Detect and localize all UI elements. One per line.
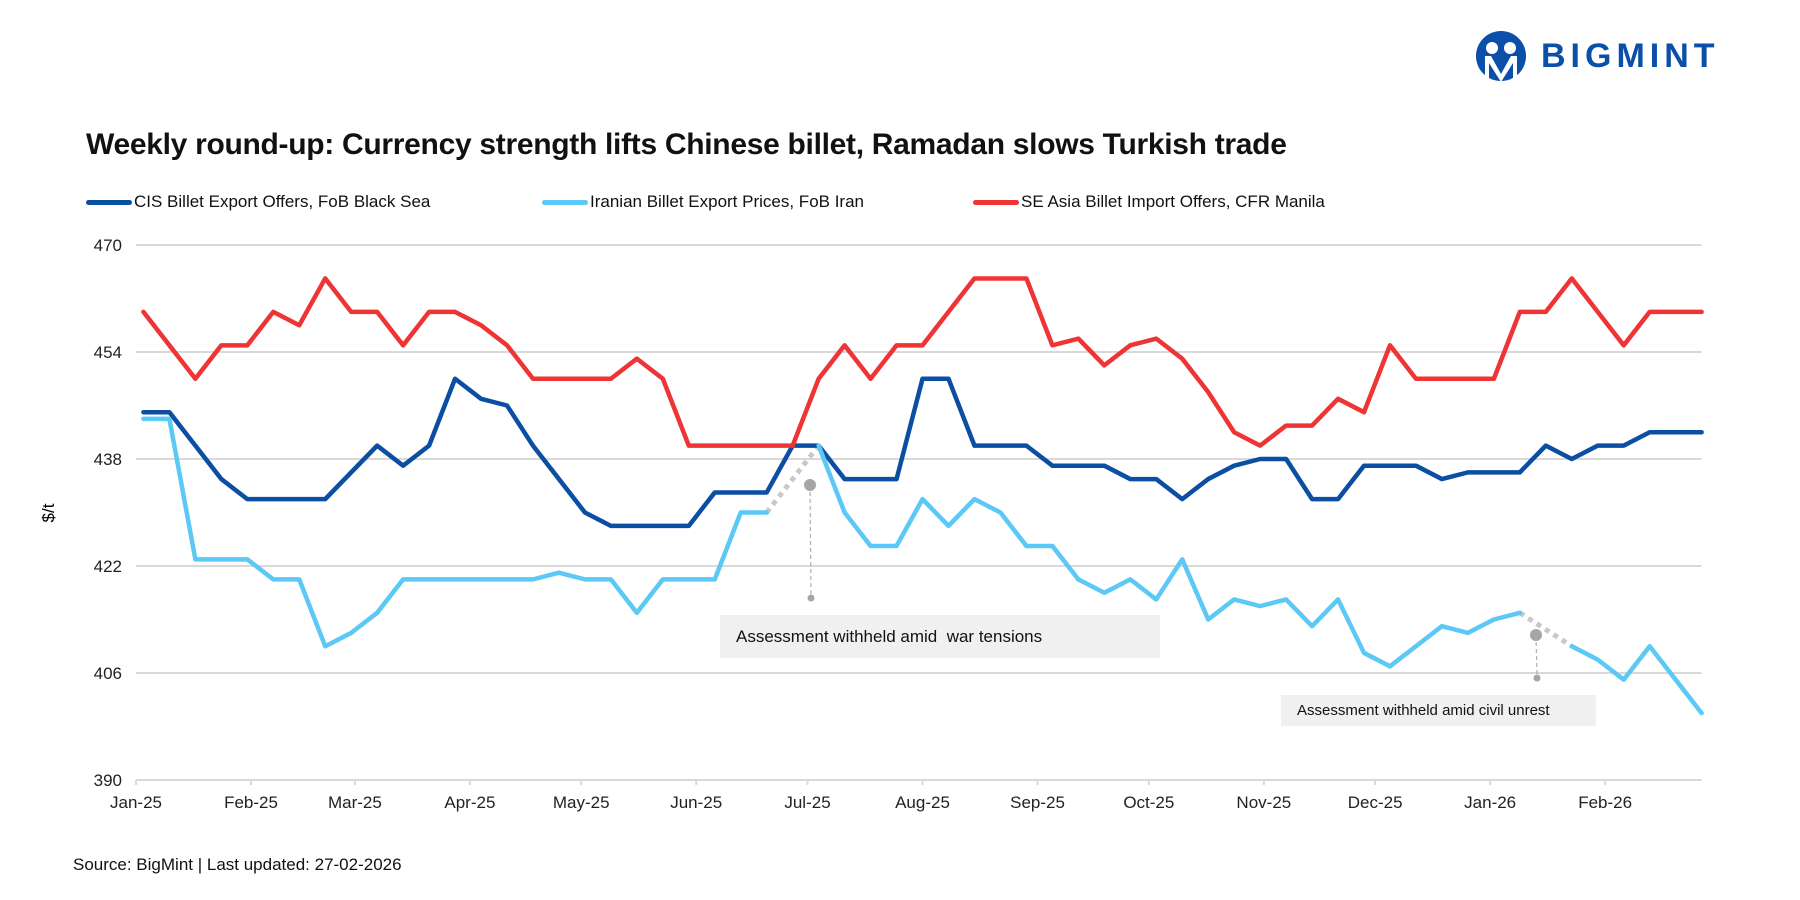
x-tick-label: Aug-25 — [895, 793, 950, 812]
annotation-marker-end — [1533, 674, 1541, 682]
x-tick-label: Feb-25 — [224, 793, 278, 812]
y-tick-label: 406 — [94, 664, 122, 683]
series-line-1 — [141, 416, 769, 649]
series-line-0 — [141, 376, 1704, 529]
annotation-marker-end — [807, 594, 815, 602]
annotation-text: Assessment withheld amid war tensions — [736, 626, 1043, 646]
annotation-text: Assessment withheld amid civil unrest — [1297, 702, 1550, 719]
annotation-civil-unrest: Assessment withheld amid civil unrest — [1281, 695, 1596, 726]
y-tick-label: 390 — [94, 771, 122, 790]
bigmint-logo-icon — [1476, 31, 1526, 82]
annotation-war-tensions: Assessment withheld amid war tensions — [720, 615, 1160, 658]
y-tick-label: 422 — [94, 557, 122, 576]
x-tick-label: Mar-25 — [328, 793, 382, 812]
chart-title: Weekly round-up: Currency strength lifts… — [86, 128, 1287, 161]
legend-item-iran: Iranian Billet Export Prices, FoB Iran — [542, 192, 864, 212]
x-tick-label: Jan-25 — [110, 793, 162, 812]
x-tick-label: Jul-25 — [784, 793, 830, 812]
series-line-1 — [816, 443, 1523, 669]
source-note: Source: BigMint | Last updated: 27-02-20… — [73, 855, 402, 874]
annotation-marker — [804, 479, 816, 491]
y-axis-label: $/t — [39, 503, 58, 522]
series-line-2 — [141, 276, 1704, 448]
x-tick-label: Feb-26 — [1578, 793, 1632, 812]
x-tick-label: Oct-25 — [1123, 793, 1174, 812]
annotation-marker — [1530, 629, 1542, 641]
x-tick-label: Jan-26 — [1464, 793, 1516, 812]
legend-swatch — [86, 199, 132, 205]
x-tick-label: Apr-25 — [444, 793, 495, 812]
legend-swatch — [973, 199, 1019, 205]
gap-dotted-line — [764, 444, 821, 515]
y-tick-label: 454 — [94, 343, 122, 362]
y-tick-label: 438 — [94, 450, 122, 469]
legend-item-seasia: SE Asia Billet Import Offers, CFR Manila — [973, 192, 1325, 212]
annotation-leader-line — [1535, 634, 1538, 679]
legend-label: Iranian Billet Export Prices, FoB Iran — [590, 192, 865, 211]
bigmint-logo: BIGMINT — [1475, 30, 1720, 82]
bigmint-logo-text: BIGMINT — [1541, 36, 1720, 75]
y-tick-label: 470 — [94, 236, 122, 255]
x-tick-label: Nov-25 — [1236, 793, 1291, 812]
x-tick-label: Sep-25 — [1010, 793, 1065, 812]
legend-label: CIS Billet Export Offers, FoB Black Sea — [134, 192, 431, 211]
gap-dotted-line — [1518, 610, 1574, 649]
legend-label: SE Asia Billet Import Offers, CFR Manila — [1021, 192, 1325, 211]
x-tick-label: Jun-25 — [670, 793, 722, 812]
x-tick-label: May-25 — [553, 793, 610, 812]
annotation-leader-line — [809, 484, 812, 599]
legend-item-cis: CIS Billet Export Offers, FoB Black Sea — [86, 192, 430, 212]
series-line-1 — [1569, 644, 1704, 716]
legend-swatch — [542, 199, 588, 205]
x-tick-label: Dec-25 — [1348, 793, 1403, 812]
